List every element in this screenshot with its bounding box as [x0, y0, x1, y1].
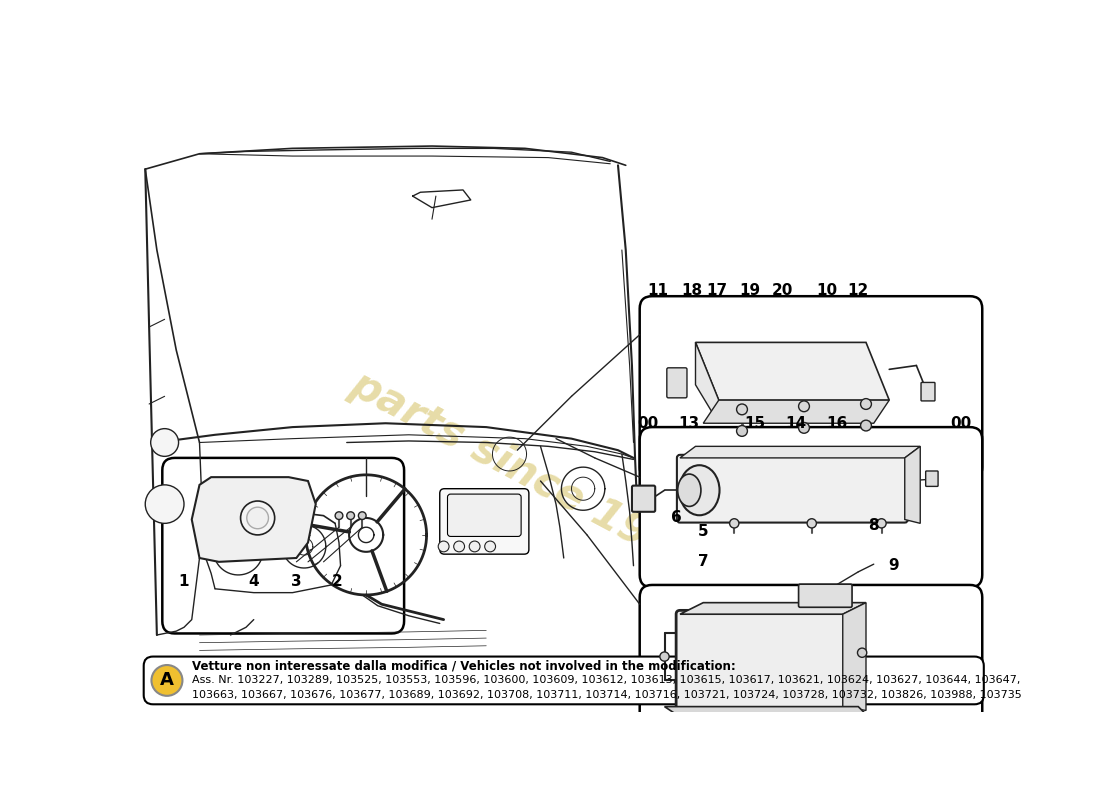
Circle shape: [438, 541, 449, 552]
Circle shape: [740, 735, 751, 746]
Text: 00: 00: [950, 416, 971, 430]
Circle shape: [807, 518, 816, 528]
Circle shape: [860, 398, 871, 410]
Text: 12: 12: [848, 282, 869, 298]
FancyBboxPatch shape: [667, 368, 688, 398]
FancyBboxPatch shape: [640, 585, 982, 735]
Text: 10: 10: [816, 282, 838, 298]
Ellipse shape: [679, 466, 719, 515]
Circle shape: [152, 665, 183, 696]
Text: 103663, 103667, 103676, 103677, 103689, 103692, 103708, 103711, 103714, 103716, : 103663, 103667, 103676, 103677, 103689, …: [191, 690, 1022, 700]
Circle shape: [737, 404, 747, 414]
FancyBboxPatch shape: [163, 458, 404, 634]
Circle shape: [151, 429, 178, 456]
Circle shape: [737, 426, 747, 436]
Polygon shape: [680, 446, 921, 458]
Circle shape: [453, 541, 464, 552]
Circle shape: [877, 518, 887, 528]
Text: 20: 20: [771, 282, 793, 298]
Text: 2: 2: [331, 574, 342, 589]
Text: 13: 13: [679, 416, 700, 430]
Text: 19: 19: [739, 282, 760, 298]
Text: Ass. Nr. 103227, 103289, 103525, 103553, 103596, 103600, 103609, 103612, 103613,: Ass. Nr. 103227, 103289, 103525, 103553,…: [191, 675, 1020, 686]
Text: 3: 3: [292, 574, 301, 589]
Polygon shape: [695, 342, 718, 423]
Text: 7: 7: [697, 554, 708, 570]
Circle shape: [470, 541, 480, 552]
Circle shape: [359, 512, 366, 519]
FancyBboxPatch shape: [144, 657, 983, 704]
Circle shape: [860, 420, 871, 431]
Polygon shape: [680, 602, 866, 614]
Ellipse shape: [678, 474, 701, 506]
FancyBboxPatch shape: [921, 382, 935, 401]
Text: 14: 14: [785, 416, 806, 430]
FancyBboxPatch shape: [440, 489, 529, 554]
Circle shape: [336, 512, 343, 519]
Circle shape: [145, 485, 184, 523]
Text: 4: 4: [249, 574, 260, 589]
Text: 5: 5: [697, 523, 708, 538]
Circle shape: [858, 648, 867, 658]
Polygon shape: [191, 477, 316, 562]
Polygon shape: [703, 400, 889, 423]
FancyBboxPatch shape: [631, 486, 656, 512]
FancyBboxPatch shape: [448, 494, 521, 537]
Text: A: A: [160, 671, 174, 690]
Polygon shape: [843, 602, 866, 710]
Circle shape: [729, 518, 739, 528]
Text: 6: 6: [671, 510, 682, 526]
Polygon shape: [664, 706, 873, 722]
Circle shape: [656, 735, 666, 746]
Circle shape: [660, 652, 669, 661]
FancyBboxPatch shape: [640, 427, 982, 587]
FancyBboxPatch shape: [926, 471, 938, 486]
Text: 11: 11: [648, 282, 669, 298]
FancyBboxPatch shape: [676, 610, 847, 710]
Circle shape: [346, 512, 354, 519]
Circle shape: [241, 501, 275, 535]
Text: 9: 9: [888, 558, 899, 573]
Polygon shape: [904, 446, 921, 523]
FancyBboxPatch shape: [799, 584, 853, 607]
Text: Vetture non interessate dalla modifica / Vehicles not involved in the modificati: Vetture non interessate dalla modifica /…: [191, 659, 736, 672]
FancyBboxPatch shape: [676, 455, 908, 522]
Circle shape: [799, 401, 810, 412]
Circle shape: [485, 541, 495, 552]
Text: 1: 1: [178, 574, 189, 589]
Text: 00: 00: [637, 416, 658, 430]
Text: 15: 15: [745, 416, 766, 430]
Circle shape: [246, 507, 268, 529]
Text: parts since 1982: parts since 1982: [343, 363, 707, 583]
Circle shape: [826, 730, 836, 741]
Polygon shape: [695, 342, 889, 400]
Text: 8: 8: [868, 518, 879, 533]
Text: 17: 17: [706, 282, 728, 298]
Text: 16: 16: [827, 416, 848, 430]
FancyBboxPatch shape: [640, 296, 982, 479]
Text: 18: 18: [681, 282, 702, 298]
Circle shape: [799, 422, 810, 434]
